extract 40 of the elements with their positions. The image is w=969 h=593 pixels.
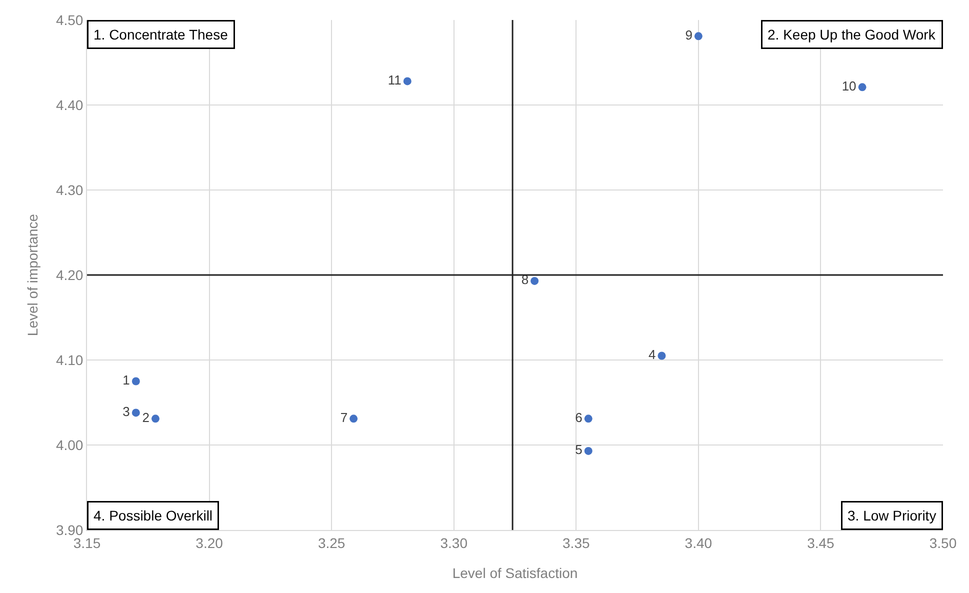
series-label: 3 xyxy=(122,404,130,419)
point xyxy=(658,352,666,360)
y-tick-label: 4.50 xyxy=(56,12,84,28)
annotation: 1. Concentrate These xyxy=(94,26,228,42)
y-axis-title: Level of importance xyxy=(24,214,41,336)
series-label: 9 xyxy=(685,27,692,42)
y-tick-label: 4.10 xyxy=(56,352,84,368)
annotation: 3. Low Priority xyxy=(848,508,936,524)
point xyxy=(584,446,592,455)
x-tick-label: 3.30 xyxy=(440,534,468,551)
series-label: 11 xyxy=(388,72,402,88)
series-label: 7 xyxy=(340,410,348,425)
series-label: 10 xyxy=(842,78,856,94)
x-tick-label: 3.20 xyxy=(196,534,224,551)
y-tick-label: 4.20 xyxy=(56,266,84,283)
point xyxy=(132,377,140,386)
annotation: 4. Possible Overkill xyxy=(94,508,213,524)
series-label: 4 xyxy=(648,347,656,362)
y-tick-label: 4.30 xyxy=(56,182,84,198)
y-tick-label: 4.40 xyxy=(56,96,84,113)
point xyxy=(584,414,592,423)
x-tick-label: 3.50 xyxy=(929,534,957,551)
point xyxy=(151,414,160,423)
point xyxy=(403,77,412,86)
x-tick-label: 3.40 xyxy=(684,534,712,551)
x-axis-title: Level of Satisfaction xyxy=(452,565,578,582)
point xyxy=(530,276,539,285)
annotation: 2. Keep Up the Good Work xyxy=(768,26,936,42)
x-tick-label: 3.35 xyxy=(562,534,590,551)
point xyxy=(132,408,140,417)
x-tick-label: 3.45 xyxy=(807,534,835,551)
series-label: 2 xyxy=(142,410,150,425)
series-label: 1 xyxy=(122,372,130,388)
point xyxy=(350,414,358,423)
series-label: 5 xyxy=(575,442,582,458)
y-tick-label: 4.00 xyxy=(56,436,84,453)
point xyxy=(694,32,702,40)
series-label: 6 xyxy=(575,410,582,425)
x-tick-label: 3.25 xyxy=(318,534,346,551)
point xyxy=(858,83,866,92)
